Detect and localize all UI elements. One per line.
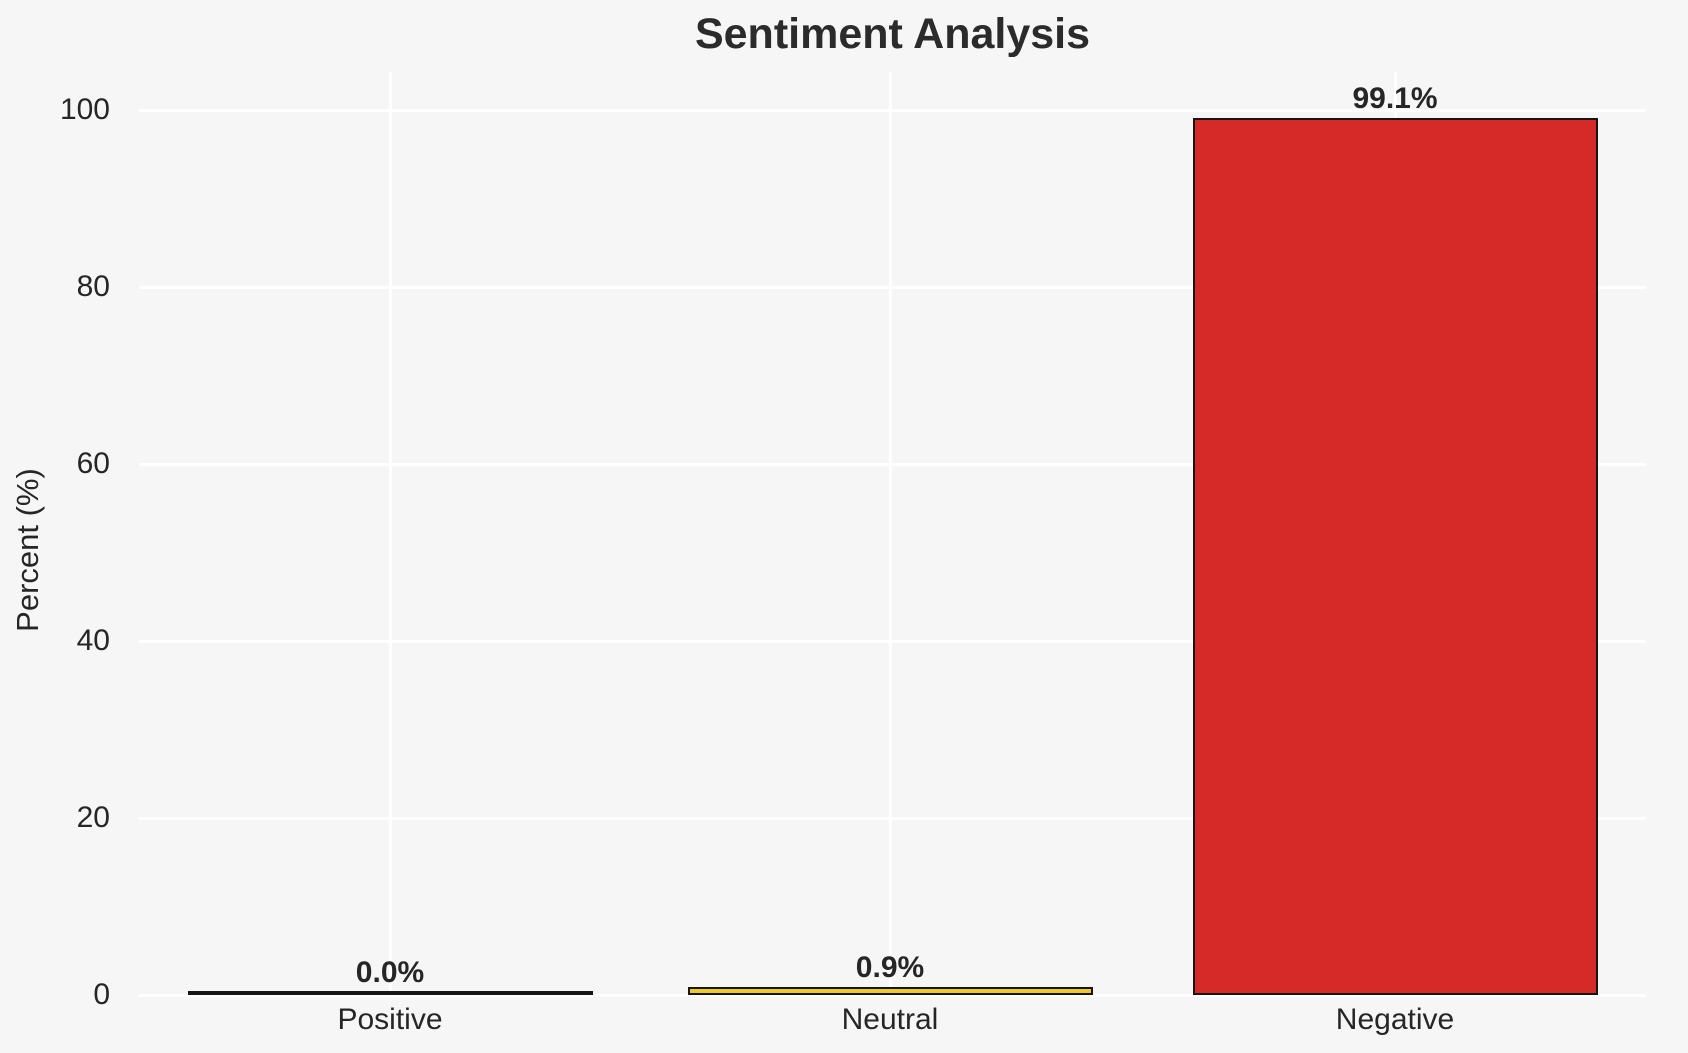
v-gridline (888, 72, 892, 995)
h-gridline (139, 108, 1646, 112)
y-tick-label: 60 (76, 447, 110, 480)
bar-value-label: 99.1% (1352, 82, 1438, 115)
h-gridline (139, 639, 1646, 643)
h-gridline (139, 462, 1646, 466)
bar-positive (187, 991, 593, 995)
bar-value-label: 0.9% (855, 951, 925, 984)
v-gridline (388, 72, 392, 995)
y-tick-label: 0 (93, 978, 110, 1011)
h-gridline (139, 285, 1646, 289)
y-axis-label: Percent (%) (10, 468, 45, 632)
y-tick-label: 20 (76, 801, 110, 834)
y-tick-label: 80 (76, 270, 110, 303)
y-tick-label: 100 (59, 93, 110, 126)
chart-title: Sentiment Analysis (694, 10, 1091, 58)
x-tick-label-negative: Negative (1335, 1003, 1455, 1036)
x-tick-label-positive: Positive (337, 1003, 443, 1036)
y-tick-label: 40 (76, 624, 110, 657)
bar-negative (1192, 118, 1598, 995)
plot-area: 0.0% 0.9% 99.1% (139, 72, 1646, 997)
x-tick-label-neutral: Neutral (841, 1003, 939, 1036)
h-gridline (139, 993, 1646, 997)
h-gridline (139, 816, 1646, 820)
bar-neutral (687, 987, 1093, 995)
bar-value-label: 0.0% (355, 956, 425, 989)
